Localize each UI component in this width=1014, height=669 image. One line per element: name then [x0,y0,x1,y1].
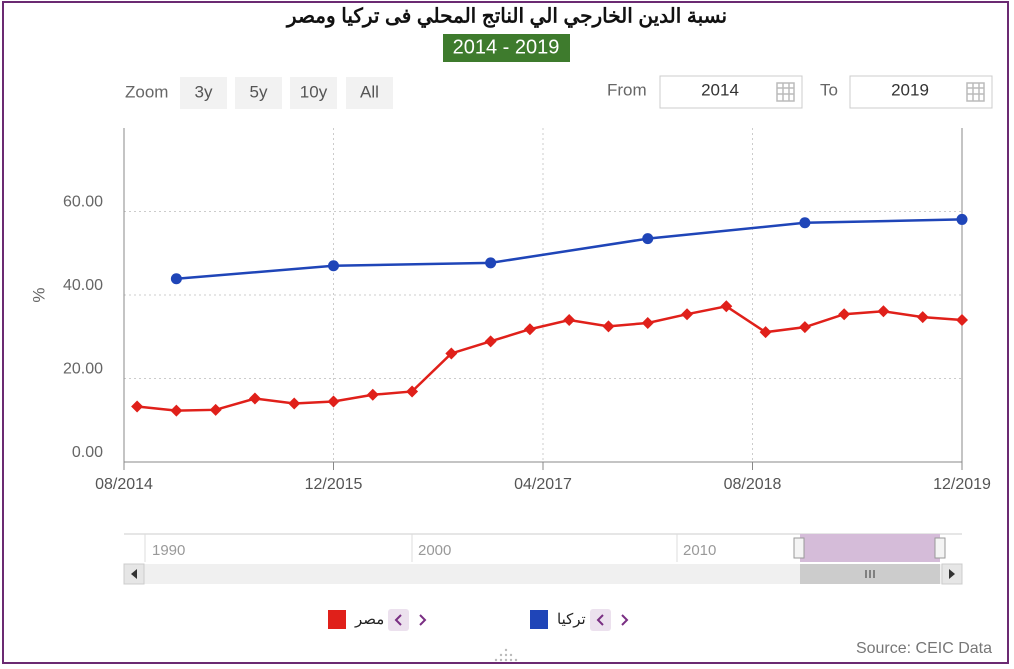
range-button[interactable] [235,77,282,109]
marker [484,335,497,348]
navigator-label: 2000 [418,542,451,559]
navigator-selection[interactable] [800,534,940,562]
marker [406,385,419,398]
marker [209,403,222,416]
marker [288,397,301,410]
navigator-label: 2010 [683,542,716,559]
x-tick-label: 04/2017 [514,476,572,493]
series-line [176,218,963,280]
marker [956,314,968,327]
marker [720,300,733,313]
range-button-label: 3y [195,82,213,101]
chart-title: نسبة الدين الخارجي الي الناتج المحلي فى … [285,5,727,28]
legend-chevron [394,614,402,626]
legend-swatch[interactable] [530,610,548,629]
subtitle-bg [443,34,570,62]
marker [956,213,968,225]
marker [877,305,890,318]
calendar-icons [776,82,985,102]
legend-chevron[interactable] [621,614,629,626]
marker [798,321,811,334]
marker [916,311,929,324]
range-button[interactable] [180,77,227,109]
legend-button[interactable] [388,609,409,631]
marker [366,388,379,401]
navigator-handle[interactable] [934,537,946,559]
marker [563,314,576,327]
marker [328,260,339,272]
y-tick-label: 60.00 [63,194,103,211]
marker [485,257,497,269]
marker [327,395,340,408]
y-tick-label: 40.00 [63,277,103,294]
legend-button[interactable] [590,609,611,631]
x-tick-label: 12/2019 [933,476,991,493]
from-label: From [607,80,647,99]
legend-label: مصر [354,611,384,628]
marker [602,320,615,333]
range-button-label: All [360,82,379,101]
resize-grip [494,648,518,662]
to-value: 2019 [891,80,929,99]
marker [799,217,811,229]
zoom-label: Zoom [125,82,168,101]
marker [759,326,772,339]
marker [523,323,536,336]
source: Source: CEIC Data [856,640,992,657]
scrollbar-track[interactable] [124,564,962,584]
legend-chevron[interactable] [419,614,427,626]
x-tick-label: 08/2014 [95,476,153,493]
scroll-left-arrow [131,569,137,579]
marker [838,308,851,321]
marker [170,404,183,417]
y-tick-label: 20.00 [63,361,103,378]
legend-chevron [596,614,604,626]
range-button[interactable] [290,77,337,109]
legend-label: تركيا [557,611,586,628]
x-tick-label: 12/2015 [305,476,363,493]
marker [681,308,694,321]
y-tick-label: 0.00 [72,444,103,461]
legend-swatch[interactable] [328,610,346,629]
marker [248,392,261,405]
x-tick-label: 08/2018 [724,476,782,493]
range-button-label: 5y [250,82,268,101]
navigator-label: 1990 [152,542,185,559]
to-input[interactable] [849,75,993,109]
marker [445,347,458,360]
scrollbar-grip [865,570,875,578]
scroll-right-arrow [949,569,955,579]
to-label: To [820,80,838,99]
range-button-label: 10y [300,82,328,101]
marker [641,316,654,329]
marker [642,233,654,245]
range-button[interactable] [346,77,393,109]
navigator-grid [144,534,678,562]
marker [170,273,182,285]
marker [131,400,144,413]
navigator-handle[interactable] [793,537,805,559]
from-value: 2014 [701,80,739,99]
chart-subtitle: 2014 - 2019 [453,36,560,58]
y-axis-label: % [29,287,48,302]
from-input[interactable] [659,75,803,109]
series-line [136,304,963,412]
